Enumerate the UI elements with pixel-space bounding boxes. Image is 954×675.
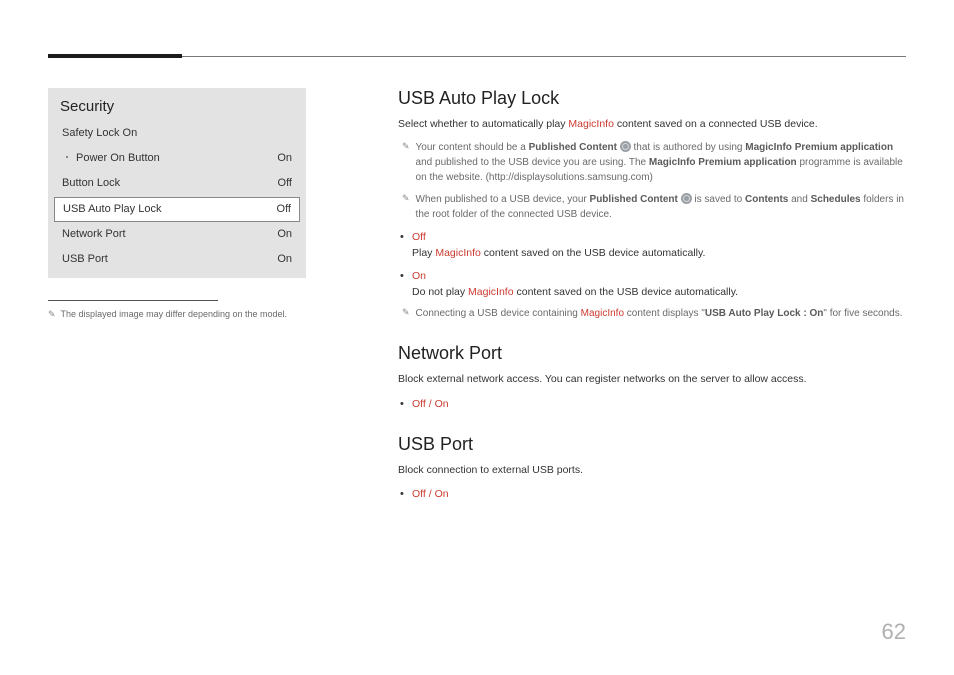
footnote-rule bbox=[48, 300, 218, 301]
note-published-content: ✎ Your content should be a Published Con… bbox=[398, 140, 906, 185]
panel-title: Security bbox=[48, 96, 306, 121]
network-body: Block external network access. You can r… bbox=[398, 372, 906, 387]
note-folders: ✎ When published to a USB device, your P… bbox=[398, 192, 906, 222]
footnote-text: The displayed image may differ depending… bbox=[61, 309, 287, 319]
option-on: On Do not play MagicInfo content saved o… bbox=[412, 268, 906, 301]
option-off: Off Play MagicInfo content saved on the … bbox=[412, 229, 906, 262]
usbport-body: Block connection to external USB ports. bbox=[398, 463, 906, 478]
heading-usb-auto-play-lock: USB Auto Play Lock bbox=[398, 88, 906, 109]
heading-usb-port: USB Port bbox=[398, 434, 906, 455]
panel-row-label: Safety Lock On bbox=[62, 127, 137, 140]
panel-row-value: On bbox=[277, 253, 292, 266]
panel-row[interactable]: Network Port On bbox=[48, 222, 306, 247]
network-options-list: Off / On bbox=[398, 396, 906, 412]
pencil-icon: ✎ bbox=[402, 192, 410, 222]
heading-network-port: Network Port bbox=[398, 343, 906, 364]
panel-row-label: Power On Button bbox=[76, 152, 160, 165]
panel-row[interactable]: Safety Lock On bbox=[48, 121, 306, 146]
panel-row-label: Network Port bbox=[62, 228, 126, 241]
panel-row[interactable]: USB Port On bbox=[48, 247, 306, 272]
option-off-on: Off / On bbox=[412, 396, 906, 412]
header-rule-bold bbox=[48, 54, 182, 58]
pencil-icon: ✎ bbox=[402, 306, 410, 321]
panel-row-value: On bbox=[277, 228, 292, 241]
panel-row-value: Off bbox=[278, 177, 292, 190]
usb-options-list: Off Play MagicInfo content saved on the … bbox=[398, 229, 906, 300]
page-number: 62 bbox=[882, 619, 906, 645]
panel-row-label: Button Lock bbox=[62, 177, 120, 190]
panel-row-label: USB Auto Play Lock bbox=[63, 203, 161, 216]
globe-icon bbox=[620, 141, 631, 152]
panel-row[interactable]: Power On Button On bbox=[48, 146, 306, 171]
option-off-on: Off / On bbox=[412, 486, 906, 502]
panel-row[interactable]: Button Lock Off bbox=[48, 171, 306, 196]
usbport-options-list: Off / On bbox=[398, 486, 906, 502]
pencil-icon: ✎ bbox=[48, 309, 56, 320]
panel-row-label: USB Port bbox=[62, 253, 108, 266]
footnote: ✎ The displayed image may differ dependi… bbox=[48, 309, 308, 320]
globe-icon bbox=[681, 193, 692, 204]
panel-row-value: On bbox=[277, 152, 292, 165]
settings-panel: Security Safety Lock On Power On Button On… bbox=[48, 88, 306, 278]
note-connecting: ✎ Connecting a USB device containing Mag… bbox=[398, 306, 906, 321]
panel-row[interactable]: USB Auto Play Lock Off bbox=[54, 197, 300, 222]
usb-intro: Select whether to automatically play Mag… bbox=[398, 117, 906, 132]
pencil-icon: ✎ bbox=[402, 140, 410, 185]
panel-row-value: Off bbox=[277, 203, 291, 216]
